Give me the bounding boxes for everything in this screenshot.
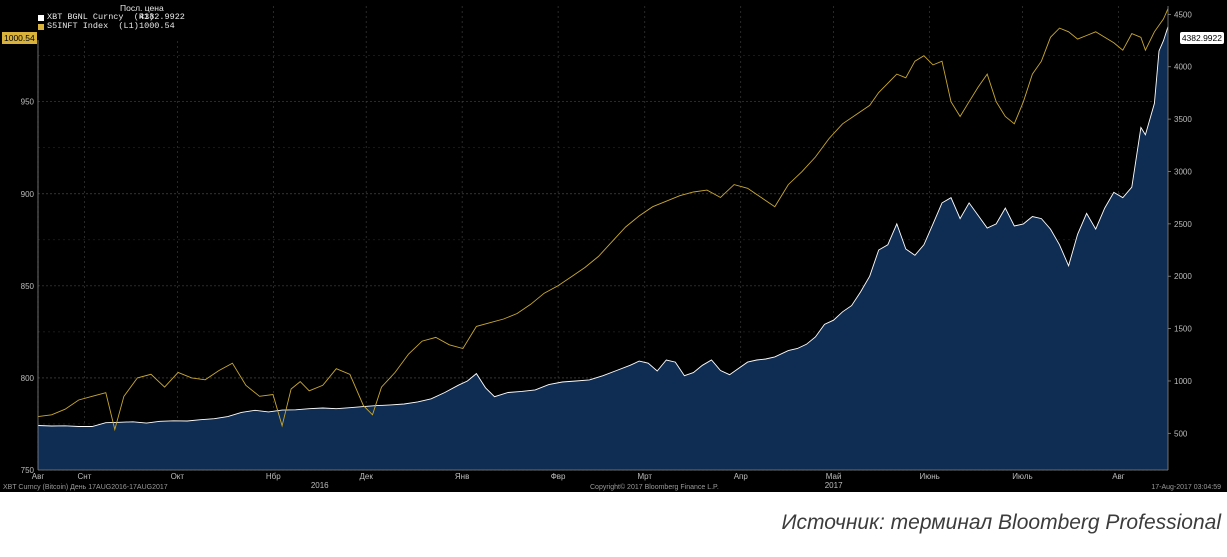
last-value-tag-left: 1000.54: [2, 32, 37, 44]
legend-item-bitcoin: XBT BGNL Curncy (R1) 4382.9922: [35, 13, 193, 22]
last-value-tag-right: 4382.9922: [1179, 32, 1224, 44]
x-tick-label: Апр: [734, 472, 749, 481]
x-tick-label: Май: [826, 472, 842, 481]
y-right-tick-label: 3500: [1174, 115, 1192, 124]
year-label: 2016: [311, 481, 329, 490]
legend-swatch-index: [38, 23, 44, 30]
axes: Авг Снт Окт Нбр Дек Янв Фвр Мрт Апр Май Июнь Июль Ав…: [21, 6, 1192, 490]
x-tick-label: Нбр: [266, 472, 281, 481]
y-left-tick-label: 950: [21, 98, 35, 107]
bitcoin-area-fill: [38, 26, 1168, 470]
y-right-tick-label: 1000: [1174, 377, 1192, 386]
chart-canvas: Авг Снт Окт Нбр Дек Янв Фвр Мрт Апр Май Июнь Июль Ав…: [21, 6, 1192, 490]
x-tick-label: Июнь: [919, 472, 939, 481]
footer-timestamp: 17-Aug-2017 03:04:59: [1151, 484, 1221, 491]
index-line-series: [37, 8, 1169, 432]
y-left-tick-label: 850: [21, 282, 35, 291]
y-right-tick-label: 1500: [1174, 325, 1192, 334]
footer-copyright: Copyright© 2017 Bloomberg Finance L.P.: [590, 484, 719, 491]
y-right-tick-label: 2000: [1174, 272, 1192, 281]
bitcoin-area-series: [37, 26, 1169, 470]
x-tick-label: Мрт: [637, 472, 652, 481]
legend-value-bitcoin: 4382.9922: [139, 12, 185, 22]
x-tick-label: Снт: [78, 472, 92, 481]
legend-item-index: S5INFT Index (L1) 1000.54: [35, 22, 193, 31]
legend-name-index: S5INFT Index (L1): [47, 21, 139, 31]
y-right-tick-label: 4500: [1174, 10, 1192, 19]
y-left-tick-label: 800: [21, 374, 35, 383]
footer-security-info: XBT Curncy (Bitcoin) День 17AUG2016-17AU…: [3, 484, 168, 491]
legend-swatch-bitcoin: [38, 14, 44, 21]
bloomberg-chart-panel: Авг Снт Окт Нбр Дек Янв Фвр Мрт Апр Май Июнь Июль Ав…: [0, 0, 1227, 492]
y-left-tick-label: 900: [21, 190, 35, 199]
y-left-tick-label: 750: [21, 466, 35, 475]
chart-legend: Посл. цена XBT BGNL Curncy (R1) 4382.992…: [35, 4, 193, 40]
x-tick-label: Фвр: [551, 472, 566, 481]
legend-value-index: 1000.54: [139, 21, 175, 31]
y-right-tick-label: 2500: [1174, 220, 1192, 229]
source-caption: Источник: терминал Bloomberg Professiona…: [781, 511, 1221, 534]
year-label: 2017: [825, 481, 843, 490]
x-tick-label: Авг: [32, 472, 45, 481]
x-tick-label: Авг: [1112, 472, 1125, 481]
legend-header: Посл. цена: [120, 3, 164, 13]
y-right-tick-label: 3000: [1174, 167, 1192, 176]
x-tick-label: Янв: [455, 472, 469, 481]
y-right-tick-label: 4000: [1174, 63, 1192, 72]
y-right-tick-label: 500: [1174, 429, 1188, 438]
x-tick-label: Окт: [171, 472, 185, 481]
index-line: [37, 8, 1169, 432]
x-tick-label: Дек: [359, 472, 373, 481]
x-tick-label: Июль: [1012, 472, 1032, 481]
